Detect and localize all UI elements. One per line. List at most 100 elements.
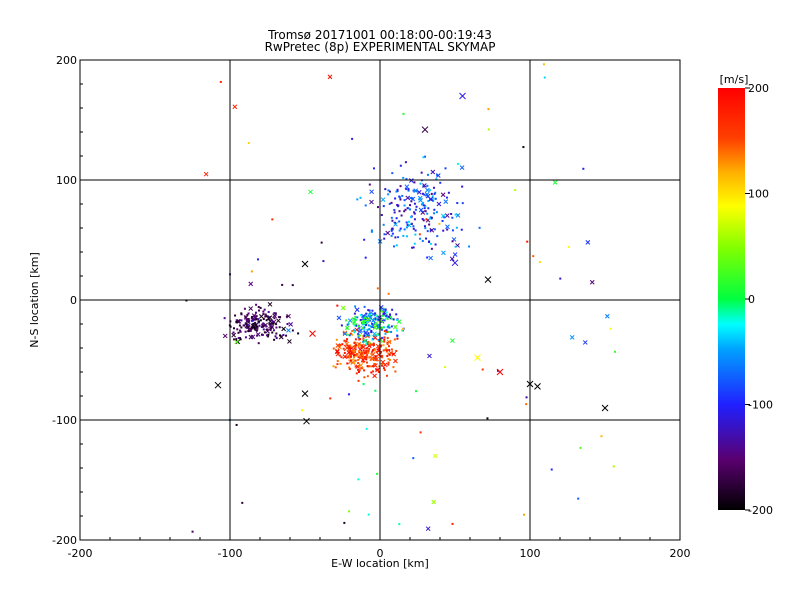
data-point [356,198,359,201]
data-point [380,214,383,217]
data-point [355,352,358,355]
data-point [357,370,360,373]
data-point [261,323,264,326]
data-point [429,216,432,219]
data-point [402,328,405,331]
data-point [414,233,417,236]
data-point [413,212,416,215]
data-point [265,325,268,328]
data-point [372,349,375,352]
data-point [390,317,393,320]
data-point [402,176,405,179]
data-point [390,348,393,351]
data-point [388,353,391,356]
data-point [413,202,416,205]
data-point [514,189,517,192]
data-point [402,234,405,237]
y-axis-label: N-S location [km] [28,252,41,348]
data-point [351,333,354,336]
cross-marker [451,259,459,267]
data-point [430,247,433,250]
data-point [255,325,258,328]
cross-marker [343,344,351,352]
data-point [398,210,401,213]
data-point [366,375,369,378]
data-point [419,237,422,240]
data-point [360,356,363,359]
data-point [356,316,359,319]
data-point [440,192,446,198]
data-point [272,322,275,325]
data-point [363,326,366,329]
data-point [346,350,352,355]
data-point [412,225,415,228]
cross-marker [534,383,541,390]
data-point [367,351,370,354]
data-point [395,244,398,247]
data-point [427,353,432,359]
data-point [409,204,412,207]
data-point [412,189,415,192]
data-point [394,370,397,373]
data-point [373,167,376,170]
data-point [614,350,617,353]
grid-lines [80,60,680,540]
data-point [348,366,351,369]
data-point [420,210,426,215]
data-point [203,171,209,177]
data-point [371,309,374,312]
data-point [468,245,471,248]
data-point [275,337,278,340]
data-point [390,330,393,333]
data-point [375,368,378,371]
data-point [358,351,361,354]
data-point [496,369,499,372]
data-point [353,320,356,323]
data-point [279,316,282,319]
data-point [435,173,441,178]
data-point [358,326,361,329]
data-point [372,344,375,347]
data-point [354,342,357,345]
data-point [431,499,437,505]
data-point [329,397,332,400]
data-point [425,187,430,193]
data-point [257,309,260,312]
data-point [368,356,371,359]
data-point [461,202,464,205]
data-point [384,347,387,350]
data-point [398,195,401,198]
cross-marker [303,417,310,425]
data-point [426,173,429,176]
data-point [367,332,370,335]
data-point [352,322,355,325]
data-point [363,330,369,336]
data-point [382,205,385,208]
data-point [376,472,379,475]
data-point [365,361,368,364]
data-point [344,319,347,322]
data-point [357,368,360,371]
data-point [451,229,454,232]
data-point [359,352,365,358]
data-point [487,108,490,111]
data-point [348,334,351,337]
data-point [242,324,245,327]
data-point [272,329,275,332]
data-point [365,343,368,346]
data-point [444,213,450,218]
data-point [237,331,240,334]
data-point [434,197,437,200]
data-point [372,370,375,373]
data-point [350,351,353,354]
data-point [353,347,356,350]
data-point [585,240,591,245]
data-point [396,319,402,324]
data-point [425,237,428,240]
data-point [343,521,346,524]
data-point [433,453,438,459]
data-point [419,182,422,185]
data-point [456,202,459,205]
data-point [418,207,424,213]
data-point [424,155,427,158]
